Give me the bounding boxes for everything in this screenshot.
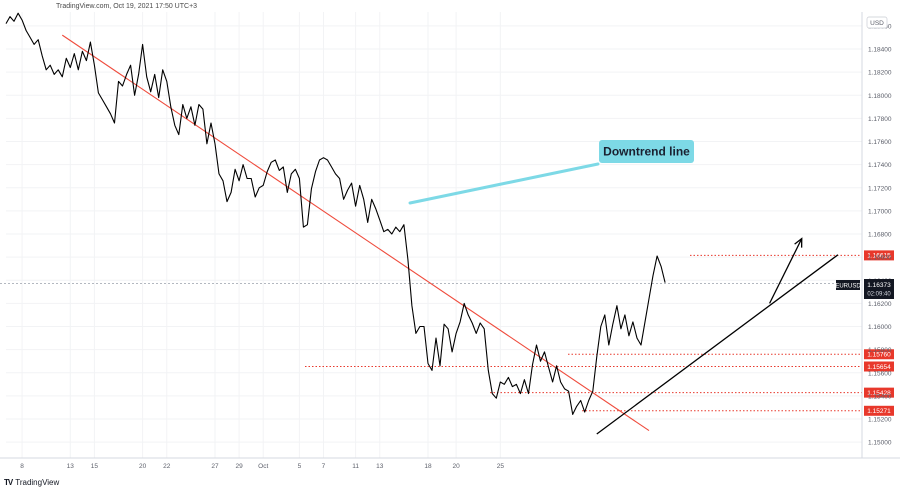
downtrend-callout-label: Downtrend line bbox=[603, 145, 690, 159]
price-tick-label: 1.15800 bbox=[868, 347, 892, 354]
price-level-tag-label: 1.15271 bbox=[867, 408, 891, 415]
current-price-value: 1.16373 bbox=[867, 282, 891, 289]
price-tick-label: 1.15200 bbox=[868, 417, 892, 424]
projection-arrow-shaft bbox=[769, 238, 803, 304]
time-tick-label: 27 bbox=[211, 463, 219, 470]
downtrend-callout bbox=[599, 140, 694, 163]
grid bbox=[6, 12, 862, 458]
time-tick-label: 13 bbox=[67, 463, 75, 470]
price-tick-label: 1.18000 bbox=[868, 93, 892, 100]
currency-label: USD bbox=[870, 20, 884, 27]
time-tick-label: 20 bbox=[139, 463, 147, 470]
time-tick-label: 13 bbox=[376, 463, 384, 470]
price-level-tag bbox=[864, 387, 894, 398]
currency-badge bbox=[866, 16, 888, 29]
tradingview-logo-icon: TV bbox=[4, 478, 13, 487]
price-tick-label: 1.15000 bbox=[868, 440, 892, 447]
price-tick-label: 1.16000 bbox=[868, 324, 892, 331]
chart-credit: TradingView.com, Oct 19, 2021 17:50 UTC+… bbox=[56, 3, 198, 10]
price-tick-label: 1.17800 bbox=[868, 116, 892, 123]
price-level-tag bbox=[864, 349, 894, 360]
downtrend-line[interactable] bbox=[61, 34, 650, 432]
price-axis[interactable]: 1.186001.184001.182001.180001.178001.176… bbox=[868, 23, 892, 446]
price-tick-label: 1.16600 bbox=[868, 255, 892, 262]
tradingview-logo[interactable]: TV TradingView bbox=[4, 478, 59, 487]
price-series-line bbox=[5, 12, 666, 415]
bar-countdown: 02:09:40 bbox=[867, 292, 891, 298]
price-tick-label: 1.16800 bbox=[868, 232, 892, 239]
price-tick-label: 1.18400 bbox=[868, 47, 892, 54]
price-level-tag-label: 1.15428 bbox=[867, 390, 891, 397]
time-axis[interactable]: 8 13 15 20 22 27 29 Oct 5 7 11 13 18 20 25 bbox=[20, 463, 504, 470]
projection-arrow-head bbox=[794, 237, 803, 248]
projection-arrow[interactable] bbox=[769, 237, 803, 304]
time-tick-label: 5 bbox=[298, 463, 302, 470]
price-tick-label: 1.15400 bbox=[868, 393, 892, 400]
callout-pointer bbox=[408, 162, 600, 205]
price-tick-label: 1.17000 bbox=[868, 208, 892, 215]
price-tick-label: 1.17600 bbox=[868, 139, 892, 146]
time-tick-label: 29 bbox=[235, 463, 243, 470]
price-tick-label: 1.18200 bbox=[868, 70, 892, 77]
time-tick-label: 8 bbox=[20, 463, 24, 470]
price-level-tag-label: 1.16615 bbox=[867, 253, 891, 260]
time-tick-label: 11 bbox=[352, 463, 359, 470]
current-price-tag bbox=[864, 279, 894, 299]
time-tick-label: 7 bbox=[322, 463, 326, 470]
price-tick-label: 1.16200 bbox=[868, 301, 892, 308]
symbol-tag-label: EURUSD bbox=[835, 284, 861, 290]
price-tick-label: 1.15600 bbox=[868, 370, 892, 377]
time-tick-label: Oct bbox=[258, 463, 268, 470]
symbol-tag bbox=[836, 280, 860, 290]
price-level-tag bbox=[864, 405, 894, 416]
time-tick-label: 25 bbox=[497, 463, 505, 470]
tradingview-logo-text: TradingView bbox=[15, 478, 60, 487]
time-tick-label: 18 bbox=[424, 463, 432, 470]
price-level-tag bbox=[864, 361, 894, 372]
price-level-tag-label: 1.15760 bbox=[867, 352, 891, 359]
price-level-tag bbox=[864, 250, 894, 261]
time-tick-label: 22 bbox=[163, 463, 171, 470]
time-tick-label: 15 bbox=[91, 463, 99, 470]
time-tick-label: 20 bbox=[452, 463, 460, 470]
price-level-tag-label: 1.15654 bbox=[867, 364, 891, 371]
uptrend-line[interactable] bbox=[596, 254, 839, 435]
price-tick-label: 1.17200 bbox=[868, 185, 892, 192]
price-tick-label: 1.17400 bbox=[868, 162, 892, 169]
